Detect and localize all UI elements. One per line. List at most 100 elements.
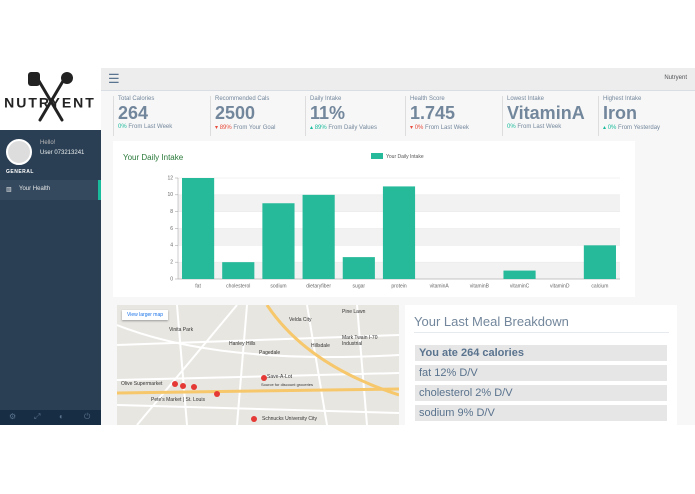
bar bbox=[382, 186, 416, 279]
bar bbox=[342, 257, 375, 279]
legend-label: Your Daily Intake bbox=[386, 154, 424, 160]
x-tick-label: protein bbox=[391, 283, 407, 289]
stat-change: 0% bbox=[414, 125, 424, 131]
x-tick-label: vitaminB bbox=[470, 283, 490, 289]
stat-value: VitaminA bbox=[507, 103, 585, 123]
bar bbox=[222, 262, 255, 279]
bar bbox=[182, 178, 215, 279]
stat-value: Iron bbox=[603, 103, 637, 123]
stat-note: From Last Week bbox=[425, 125, 469, 131]
stat-card: Highest Intake Iron ▴ 0% From Yesterday bbox=[598, 96, 695, 136]
map-label: Source for discount groceries bbox=[261, 382, 314, 387]
stat-value: 2500 bbox=[215, 103, 256, 123]
menu-label: Your Health bbox=[19, 186, 51, 192]
avatar bbox=[6, 139, 32, 165]
menu-icon: ▥ bbox=[6, 187, 12, 193]
meal-panel: Your Last Meal Breakdown You ate 264 cal… bbox=[405, 305, 677, 425]
map-label: Hillsdale bbox=[311, 343, 330, 349]
menu-item[interactable]: ▥ Your Health bbox=[0, 180, 101, 200]
legend-swatch bbox=[371, 153, 383, 159]
bar bbox=[503, 270, 536, 279]
stat-card: Total Calories 264 0% From Last Week bbox=[113, 96, 210, 136]
trend-arrow: ▴ bbox=[310, 125, 315, 131]
chart-title: Your Daily Intake bbox=[123, 153, 184, 162]
logo-utensils bbox=[34, 74, 68, 122]
stat-card: Lowest Intake VitaminA 0% From Last Week bbox=[502, 96, 599, 136]
stat-label: Recommended Cals bbox=[215, 96, 270, 102]
map-label: Mark Twain I-70 Industrial bbox=[342, 335, 378, 347]
top-bar: ☰ Nutryent bbox=[101, 68, 695, 91]
stat-note: From Yesterday bbox=[618, 125, 661, 131]
stat-note: From Your Goal bbox=[233, 125, 276, 131]
map-label: Hanley Hills bbox=[229, 341, 256, 347]
section-title: GENERAL bbox=[6, 169, 34, 175]
lock-icon[interactable]: ◐ bbox=[59, 412, 64, 421]
spatula bbox=[28, 72, 40, 86]
x-tick-label: cholesterol bbox=[226, 283, 250, 289]
map-button[interactable]: View larger map bbox=[122, 310, 169, 320]
menu-toggle[interactable]: ☰ bbox=[108, 71, 120, 86]
stat-note: From Daily Values bbox=[328, 125, 377, 131]
logout-icon[interactable]: ⏻ bbox=[84, 412, 91, 421]
stat-card: Daily Intake 11% ▴ 89% From Daily Values bbox=[305, 96, 402, 136]
map-label: Save-A-Lot bbox=[267, 374, 293, 380]
bar bbox=[302, 194, 335, 279]
stat-label: Highest Intake bbox=[603, 96, 642, 102]
stat-sub: ▾ 89% From Your Goal bbox=[215, 124, 307, 131]
map-label: Olive Supermarket bbox=[121, 381, 163, 387]
map-label: Pagedale bbox=[259, 350, 281, 356]
x-tick-label: fat bbox=[195, 283, 201, 289]
divider bbox=[414, 332, 669, 333]
x-tick-label: vitaminC bbox=[510, 283, 530, 289]
y-tick-label: 2 bbox=[170, 259, 173, 265]
x-tick-label: vitaminA bbox=[430, 283, 450, 289]
map-roads bbox=[117, 305, 399, 425]
stat-change: 89% bbox=[219, 125, 232, 131]
y-tick-label: 8 bbox=[170, 209, 173, 215]
stat-change: 0% bbox=[507, 124, 516, 130]
sidebar-footer: ⚙ ⤢ ◐ ⏻ bbox=[0, 410, 101, 425]
fullscreen-icon[interactable]: ⤢ bbox=[34, 412, 41, 421]
logo: NUTRYENT bbox=[0, 68, 101, 130]
chart-panel: Your Daily Intake Your Daily Intake 0 2 4 6 8 1… bbox=[113, 141, 635, 297]
stat-sub: ▴ 0% From Yesterday bbox=[603, 124, 695, 131]
stat-note: From Last Week bbox=[128, 124, 173, 130]
map-label: Schnucks University City bbox=[262, 416, 318, 422]
top-user[interactable]: Nutryent bbox=[664, 75, 687, 81]
stat-label: Health Score bbox=[410, 96, 445, 102]
bar bbox=[262, 203, 295, 279]
meal-title: Your Last Meal Breakdown bbox=[414, 314, 569, 329]
bar bbox=[583, 245, 616, 279]
trend-arrow: ▴ bbox=[603, 125, 608, 131]
meal-item: You ate 264 calories bbox=[415, 345, 667, 361]
stat-sub: 0% From Last Week bbox=[118, 124, 210, 130]
map-label: Vinita Park bbox=[169, 327, 194, 333]
y-tick-label: 12 bbox=[167, 175, 173, 181]
logo-art: NUTRYENT bbox=[4, 72, 94, 122]
stat-label: Daily Intake bbox=[310, 96, 342, 102]
meal-item: cholesterol 2% D/V bbox=[415, 385, 667, 401]
y-tick-label: 0 bbox=[170, 276, 173, 282]
meal-item: fat 12% D/V bbox=[415, 365, 667, 381]
map-label: Pine Lawn bbox=[342, 309, 366, 315]
trend-arrow: ▾ bbox=[215, 125, 220, 131]
x-tick-label: sugar bbox=[353, 283, 366, 289]
meal-item: sodium 9% D/V bbox=[415, 405, 667, 421]
stat-sub: ▴ 89% From Daily Values bbox=[310, 124, 402, 131]
x-tick-label: vitaminD bbox=[550, 283, 570, 289]
stat-note: From Last Week bbox=[517, 124, 562, 130]
stat-value: 11% bbox=[310, 103, 346, 123]
x-tick-label: sodium bbox=[270, 283, 286, 289]
stat-sub: 0% From Last Week bbox=[507, 124, 599, 130]
stat-change: 89% bbox=[314, 125, 327, 131]
x-tick-label: dietaryfiber bbox=[306, 283, 331, 289]
user-name: User 073213241 bbox=[40, 150, 85, 156]
stat-value: 264 bbox=[118, 103, 149, 123]
stat-change: 0% bbox=[118, 124, 127, 130]
y-tick-label: 4 bbox=[170, 243, 173, 249]
stat-label: Lowest Intake bbox=[507, 96, 545, 102]
settings-icon[interactable]: ⚙ bbox=[9, 412, 17, 421]
map-label: Velda City bbox=[289, 317, 312, 323]
map-label: Pete's Market | St. Louis bbox=[151, 397, 205, 403]
